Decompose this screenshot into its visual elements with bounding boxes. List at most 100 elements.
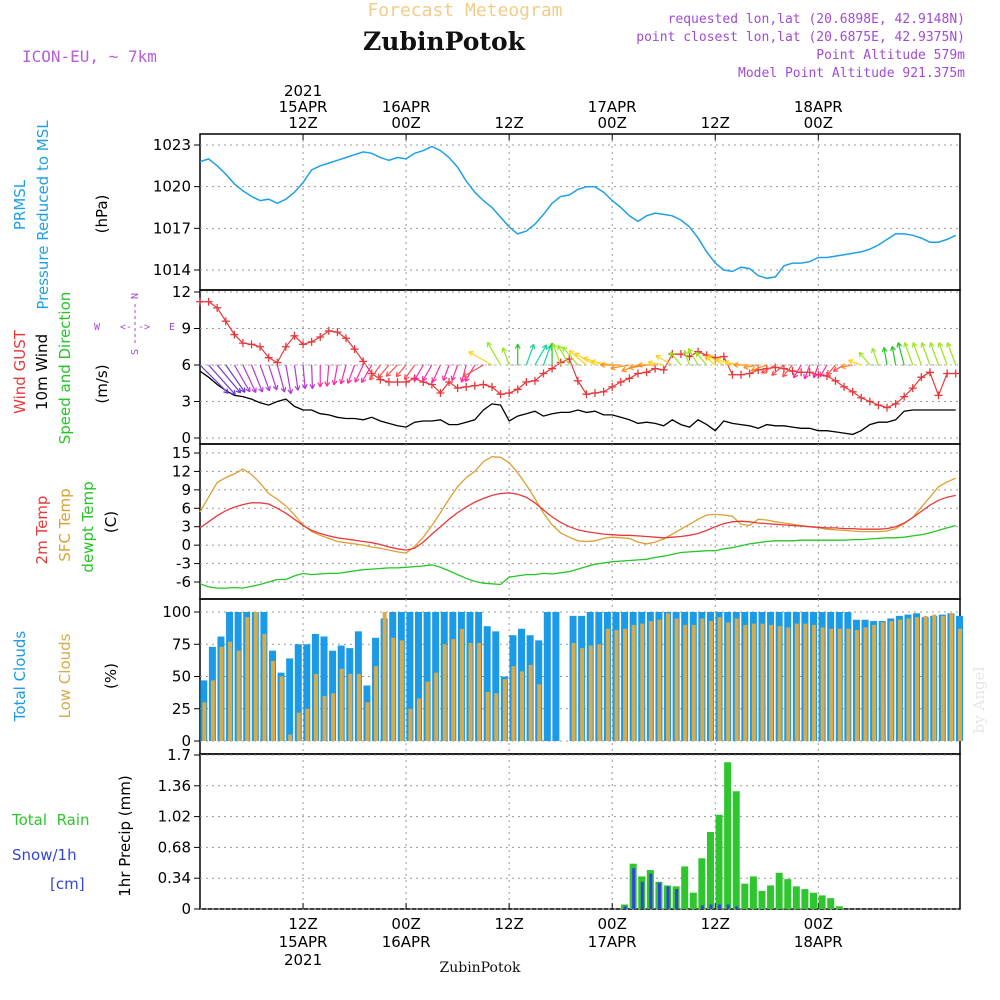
compass-glyph: <- -> <box>120 322 150 333</box>
total-clouds-bar <box>483 626 491 741</box>
gust-marker <box>917 373 926 382</box>
pressure-unit: (hPa) <box>93 195 111 234</box>
gust-marker <box>865 397 874 406</box>
wind-arrow-head <box>245 386 251 393</box>
low-clouds-bar <box>288 734 293 741</box>
dewpt-line <box>199 524 956 589</box>
low-clouds-bar <box>485 691 490 741</box>
low-clouds-bar <box>502 679 507 741</box>
wind-arrow <box>929 342 940 366</box>
gust-marker <box>951 369 960 378</box>
low-clouds-bar <box>468 642 473 741</box>
gust-marker <box>754 365 763 374</box>
y-tick-label: 6 <box>181 356 191 374</box>
wind-arrow <box>326 364 330 387</box>
rain-bar <box>784 879 792 909</box>
wind-arrow-head <box>240 387 246 393</box>
rain-bar <box>715 814 723 909</box>
wind-arrow <box>840 364 853 368</box>
snow-bar <box>657 882 661 909</box>
low-clouds-bar <box>511 666 516 741</box>
low-clouds-bar <box>769 624 774 741</box>
clouds-side-label: Total Clouds Low Clouds (%) <box>11 631 120 723</box>
wind-arrow-head <box>782 371 788 378</box>
bottom-time-label: 16APR <box>382 933 431 951</box>
low-clouds-bar <box>691 624 696 741</box>
wind-arrow-head <box>771 370 777 376</box>
gust-marker <box>316 333 325 342</box>
clouds-unit: (%) <box>102 663 120 689</box>
y-tick-label: 1023 <box>153 136 191 154</box>
gust-marker <box>642 368 651 377</box>
wind-arrow <box>340 364 347 385</box>
low-clouds-label: Low Clouds <box>56 633 74 718</box>
rain-bar <box>767 885 775 909</box>
wind-arrow-head <box>803 373 809 380</box>
total-clouds-bar <box>286 658 294 741</box>
watermark: by Angel <box>970 666 988 733</box>
low-clouds-bar <box>923 615 928 741</box>
gust-marker <box>599 387 608 396</box>
low-clouds-bar <box>863 627 868 741</box>
wind-arrow-head <box>462 372 468 378</box>
gust-marker <box>719 352 728 361</box>
snow-bar <box>726 904 730 909</box>
low-clouds-bar <box>228 641 233 741</box>
wind-arrow-head <box>346 378 353 384</box>
low-clouds-bar <box>949 613 954 741</box>
wind-arrow <box>361 364 373 383</box>
y-tick-label: 0.34 <box>158 869 191 887</box>
top-time-label: 12Z <box>701 114 730 132</box>
low-clouds-bar <box>700 618 705 741</box>
y-tick-label: 0.68 <box>158 838 191 856</box>
y-tick-label: -3 <box>176 555 191 573</box>
header-requested: requested lon,lat (20.6898E, 42.9148N) <box>668 12 965 27</box>
wind-10m-label: 10m Wind <box>33 334 51 410</box>
low-clouds-bar <box>846 628 851 741</box>
wind-arrow-head <box>541 344 548 350</box>
wind-arrow-head <box>317 382 324 388</box>
gust-marker <box>359 357 368 366</box>
low-clouds-bar <box>657 619 662 741</box>
wind-arrow-head <box>501 347 508 353</box>
y-tick-label: 9 <box>181 481 191 499</box>
snow-bar <box>735 906 739 909</box>
gust-marker <box>908 384 917 393</box>
wind-arrow <box>462 364 484 378</box>
gust-marker <box>857 393 866 402</box>
low-clouds-bar <box>666 613 671 741</box>
gust-marker <box>462 382 471 391</box>
gust-marker <box>848 387 857 396</box>
pressure-side-label: PRMSL Pressure Reduced to MSL (hPa) <box>11 120 111 310</box>
low-clouds-bar <box>279 676 284 741</box>
wind-arrow <box>655 354 673 366</box>
wind-arrow <box>647 361 664 366</box>
wind-arrow <box>813 364 819 378</box>
low-clouds-bar <box>408 708 413 741</box>
y-tick-label: 9 <box>181 320 191 338</box>
wind-arrow <box>591 360 613 366</box>
low-clouds-bar <box>434 672 439 741</box>
wind-arrow <box>891 346 897 366</box>
low-clouds-bar <box>872 624 877 741</box>
low-clouds-bar <box>348 673 353 741</box>
low-clouds-bar <box>374 666 379 741</box>
gust-marker <box>883 403 892 412</box>
gust-marker <box>925 368 934 377</box>
low-clouds-bar <box>270 661 275 741</box>
wind-arrow <box>534 344 548 366</box>
wind-arrow-head <box>331 379 338 386</box>
bottom-time-label: 12Z <box>288 915 317 933</box>
low-clouds-bar <box>399 640 404 741</box>
rain-bar <box>689 892 697 909</box>
wind-arrow-head <box>422 375 428 382</box>
header-closest: point closest lon,lat (20.6875E, 42.9375… <box>636 30 965 45</box>
panel-frame <box>199 753 961 910</box>
wind-compass: N W E S <- -> <box>94 293 175 355</box>
low-clouds-bar <box>305 708 310 741</box>
wind-arrow-head <box>486 341 493 348</box>
gust-marker <box>565 354 574 363</box>
wind-arrow <box>347 364 356 384</box>
low-clouds-bar <box>906 618 911 741</box>
wind-arrow-head <box>655 354 661 361</box>
